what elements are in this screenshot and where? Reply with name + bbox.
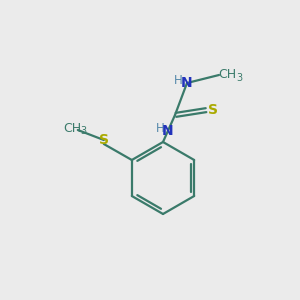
Text: S: S bbox=[208, 103, 218, 117]
Text: H: H bbox=[174, 74, 182, 86]
Text: H: H bbox=[156, 122, 164, 135]
Text: CH: CH bbox=[218, 68, 236, 82]
Text: S: S bbox=[99, 133, 109, 147]
Text: 3: 3 bbox=[81, 126, 87, 136]
Text: N: N bbox=[181, 76, 193, 90]
Text: CH: CH bbox=[63, 122, 81, 134]
Text: N: N bbox=[162, 124, 174, 138]
Text: 3: 3 bbox=[236, 73, 242, 83]
